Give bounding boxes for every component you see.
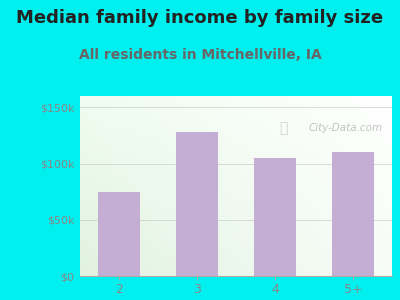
Bar xyxy=(176,132,218,276)
Bar xyxy=(98,192,140,276)
Bar xyxy=(332,152,374,276)
Text: City-Data.com: City-Data.com xyxy=(308,123,383,134)
Text: All residents in Mitchellville, IA: All residents in Mitchellville, IA xyxy=(79,48,321,62)
Bar xyxy=(254,158,296,276)
Text: Median family income by family size: Median family income by family size xyxy=(16,9,384,27)
Text: Ⓠ: Ⓠ xyxy=(280,122,288,135)
